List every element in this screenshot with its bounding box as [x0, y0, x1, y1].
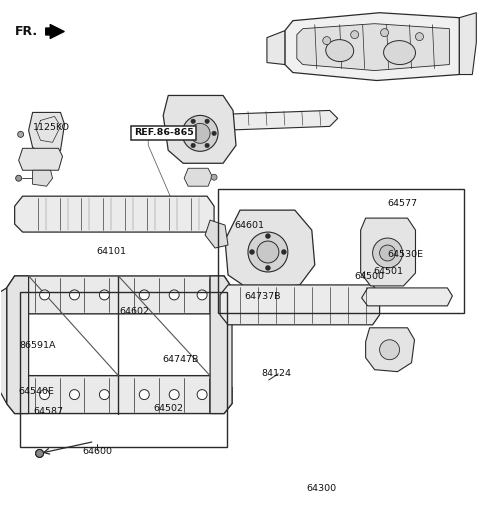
Circle shape [416, 33, 423, 41]
Text: 64601: 64601 [234, 221, 264, 230]
Circle shape [99, 390, 109, 399]
Circle shape [169, 390, 179, 399]
Circle shape [36, 449, 44, 457]
Circle shape [380, 340, 399, 360]
Bar [20, 292, 227, 447]
Circle shape [197, 290, 207, 300]
FancyArrowPatch shape [46, 25, 64, 39]
Polygon shape [33, 170, 52, 186]
Polygon shape [361, 288, 452, 306]
Circle shape [372, 238, 403, 268]
Text: 64600: 64600 [82, 447, 112, 456]
Polygon shape [210, 276, 232, 414]
Polygon shape [19, 149, 62, 170]
Bar [218, 189, 464, 314]
Circle shape [381, 29, 389, 36]
Circle shape [70, 390, 80, 399]
Circle shape [205, 119, 209, 123]
Text: 64502: 64502 [154, 404, 184, 413]
Circle shape [351, 31, 359, 39]
Text: 64602: 64602 [120, 307, 149, 316]
Polygon shape [29, 113, 64, 157]
Circle shape [39, 290, 49, 300]
Text: 1125KO: 1125KO [33, 123, 70, 132]
Circle shape [380, 245, 396, 261]
Polygon shape [297, 24, 449, 70]
Text: 64540E: 64540E [18, 387, 54, 396]
Polygon shape [212, 111, 338, 131]
Circle shape [197, 390, 207, 399]
Circle shape [18, 132, 24, 137]
Circle shape [139, 390, 149, 399]
Polygon shape [285, 13, 459, 81]
Polygon shape [267, 31, 285, 65]
Polygon shape [7, 276, 29, 414]
Text: 64587: 64587 [33, 407, 63, 416]
Circle shape [16, 175, 22, 181]
Circle shape [191, 143, 195, 148]
Circle shape [39, 390, 49, 399]
Polygon shape [220, 285, 380, 325]
Text: 64530E: 64530E [387, 250, 423, 260]
Circle shape [99, 290, 109, 300]
Circle shape [212, 131, 216, 136]
Circle shape [323, 36, 331, 45]
Polygon shape [0, 288, 7, 403]
Polygon shape [7, 276, 232, 314]
Polygon shape [163, 96, 236, 163]
Circle shape [265, 265, 270, 270]
Circle shape [257, 241, 279, 263]
Circle shape [250, 249, 254, 254]
Polygon shape [205, 220, 228, 248]
Text: 64501: 64501 [373, 267, 403, 276]
Polygon shape [184, 168, 212, 186]
Text: REF.86-865: REF.86-865 [134, 128, 193, 137]
Polygon shape [7, 376, 232, 414]
Circle shape [248, 232, 288, 272]
Circle shape [191, 119, 195, 123]
Text: 64101: 64101 [96, 247, 126, 256]
Text: 64300: 64300 [306, 484, 336, 493]
Polygon shape [225, 210, 315, 290]
Circle shape [265, 233, 270, 238]
Text: 64577: 64577 [387, 199, 418, 208]
Polygon shape [15, 196, 214, 232]
Polygon shape [360, 218, 416, 286]
Circle shape [281, 249, 287, 254]
Text: 64737B: 64737B [245, 292, 281, 302]
Circle shape [182, 116, 218, 151]
Text: 84124: 84124 [262, 370, 291, 378]
Ellipse shape [326, 40, 354, 62]
Polygon shape [366, 328, 415, 372]
Polygon shape [459, 13, 476, 75]
Circle shape [211, 174, 217, 180]
Text: FR.: FR. [15, 25, 38, 38]
Circle shape [184, 131, 188, 136]
Circle shape [139, 290, 149, 300]
Text: 64747B: 64747B [162, 355, 199, 364]
Circle shape [205, 143, 209, 148]
Circle shape [169, 290, 179, 300]
Circle shape [70, 290, 80, 300]
Circle shape [190, 123, 210, 143]
Text: 64500: 64500 [355, 272, 385, 281]
Text: 86591A: 86591A [19, 341, 55, 350]
Ellipse shape [384, 41, 416, 65]
